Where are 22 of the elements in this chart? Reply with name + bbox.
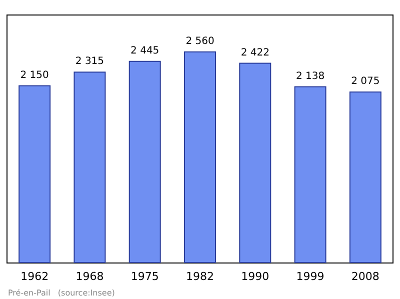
x-tick-label: 1999: [296, 270, 324, 283]
data-label: 2 560: [186, 36, 214, 47]
bar: [74, 72, 106, 263]
bar: [349, 91, 382, 263]
x-tick-label: 1962: [20, 270, 49, 283]
bar: [18, 85, 51, 263]
bar: [294, 86, 326, 263]
x-tick-label: 1990: [241, 270, 270, 283]
x-tick-label: 1982: [186, 270, 214, 283]
x-tick-label: 1968: [76, 270, 104, 283]
text: Pré-en-Pail (source:Insee): [8, 288, 115, 298]
data-label: 2 315: [75, 56, 104, 68]
x-tick-label: 2008: [351, 270, 380, 283]
data-label: 2 150: [20, 70, 49, 81]
bar: [184, 51, 216, 263]
data-label: 2 075: [351, 76, 380, 87]
data-label: 2 445: [130, 45, 160, 56]
data-label: 2 138: [296, 70, 325, 82]
x-tick-label: 1975: [130, 270, 159, 283]
data-label: 2 422: [240, 47, 270, 58]
bar: [128, 60, 161, 263]
bar: [239, 62, 272, 263]
